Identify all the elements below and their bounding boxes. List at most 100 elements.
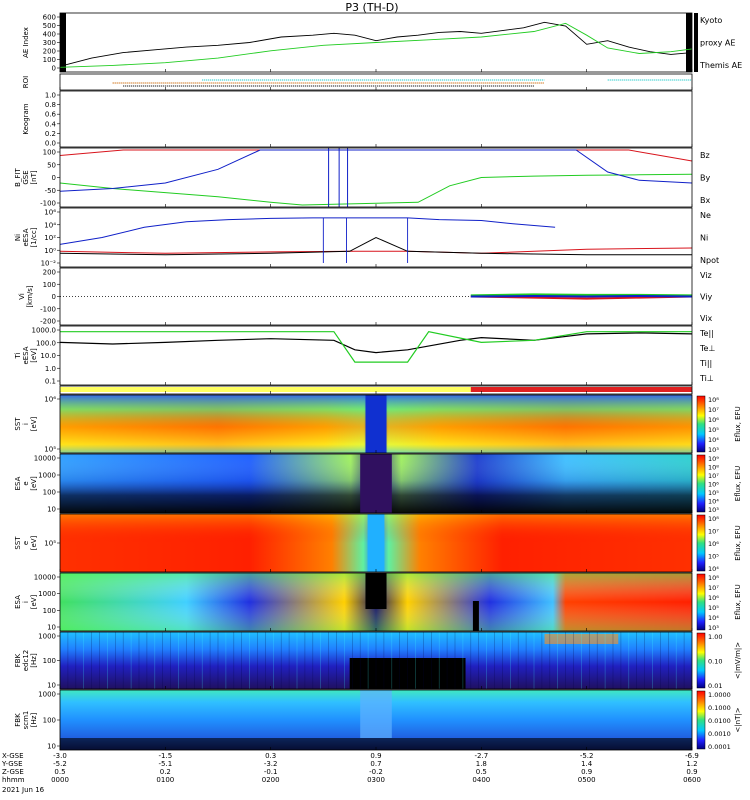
colorbar-label: Eflux, EFU xyxy=(734,406,742,441)
spectrogram-dropout xyxy=(365,573,387,609)
legend-themisae: Themis AE xyxy=(699,61,742,70)
ytick-label: 10⁵ xyxy=(44,540,56,548)
colorbar-tick: 0.10 xyxy=(708,658,722,666)
colorbar-tick: 10⁷ xyxy=(708,472,719,480)
ylabel-fbk_scm: scm1 xyxy=(22,711,30,730)
panel-bar xyxy=(59,385,693,395)
axis-tick-hhmm: 0600 xyxy=(683,776,701,784)
axis-tick-x: -2.7 xyxy=(474,752,488,760)
axis-tick-y: -5.2 xyxy=(53,760,67,768)
ylabel-ni: Ni xyxy=(14,234,22,241)
series-kyoto-proxy-ae xyxy=(59,22,693,68)
axis-tick-y: 0.7 xyxy=(370,760,381,768)
axis-tick-y: -5.1 xyxy=(158,760,172,768)
ylabel-esa_e: ESA xyxy=(14,476,22,490)
ytick-label: 200 xyxy=(43,48,56,56)
series-ne xyxy=(59,247,693,254)
axis-tick-x: 0.9 xyxy=(370,752,381,760)
ytick-label: 10⁶ xyxy=(44,209,56,217)
ylabel-sst_i: i xyxy=(22,423,30,425)
colorbar-tick: 10⁸ xyxy=(708,396,719,404)
spectrogram-quiet xyxy=(349,658,466,689)
ylabel-roi: ROI xyxy=(22,76,30,88)
colorbar-tick: 10⁵ xyxy=(708,426,719,434)
data-gap-right xyxy=(686,13,692,72)
axis-tick-z: 0.9 xyxy=(581,768,592,776)
spectrogram-enhancement xyxy=(360,690,392,738)
ylabel-fbk_e12: edc12 xyxy=(22,650,30,672)
ylabel-ti: Ti xyxy=(14,352,22,359)
panel-fbk_e12: FBK edc12 [Hz] 1000 100 10 1.00 0.10 0.01 <|mV/m|… xyxy=(14,631,742,690)
axis-tick-x: 0.3 xyxy=(265,752,276,760)
series-bx xyxy=(59,149,693,192)
axis-tick-z: -0.1 xyxy=(264,768,278,776)
colorbar-label: <|mV/m|> xyxy=(734,642,742,679)
colorbar-tick: 10⁶ xyxy=(708,416,719,424)
legend-viy: Viy xyxy=(700,293,713,302)
panel-keogram: Keogram 1.00.8 0.60.4 0.2 0.0 xyxy=(22,90,693,148)
axis-tick-z: 0.9 xyxy=(686,768,697,776)
axis-tick-x: -3.0 xyxy=(53,752,67,760)
ytick-label: 0.4 xyxy=(45,120,57,128)
ytick-label: 400 xyxy=(43,31,56,39)
ylabel-ti: [eV] xyxy=(30,348,38,363)
panel-vi: Vi [km/s] 200 100 0 -100 -200 Viz Viy Vix xyxy=(18,267,713,326)
legend-npot: Npot xyxy=(700,256,719,265)
ytick-label: -50 xyxy=(45,187,56,195)
panel-fbk_scm: FBK scm1 [Hz] 1000 100 10 1.0000 0.1000 0.0100 0.… xyxy=(14,689,742,751)
colorbar-sst_e xyxy=(696,514,706,572)
ylabel-ae: AE Index xyxy=(22,27,30,58)
edge-bar xyxy=(694,13,698,72)
panel-esa_i: ESA i [eV] 10000 1000 100 10 10⁸ 10⁷ 10⁶ 10⁵ 10⁴ 10³… xyxy=(14,572,742,632)
axis-tick-hhmm: 0200 xyxy=(262,776,280,784)
colorbar-tick: 10⁷ xyxy=(708,584,719,592)
colorbar-tick: 10⁸ xyxy=(708,574,719,582)
axis-tick-hhmm: 0500 xyxy=(578,776,596,784)
ylabel-keogram: Keogram xyxy=(22,103,30,134)
ytick-label: 0.1 xyxy=(45,378,56,386)
ylabel-ti: eESA xyxy=(22,346,30,364)
colorbar-fbk_scm xyxy=(696,690,706,750)
ytick-label: 100 xyxy=(43,56,56,64)
colorbar-tick: 0.01 xyxy=(708,682,722,690)
axis-tick-hhmm: 0000 xyxy=(51,776,69,784)
legend-viz: Viz xyxy=(700,271,712,280)
colorbar-tick: 10⁵ xyxy=(708,553,719,561)
ytick-label: 10 xyxy=(47,624,56,632)
series-npot xyxy=(59,217,556,245)
colorbar-label: Eflux, EFU xyxy=(734,466,742,501)
ytick-label: 500 xyxy=(43,22,56,30)
ylabel-sst_i: SST xyxy=(14,417,22,431)
colorbar-label: Eflux, EFU xyxy=(734,584,742,619)
ytick-label: 10.0 xyxy=(40,352,56,360)
axis-tick-x: -6.9 xyxy=(685,752,699,760)
axis-tick-y: -3.2 xyxy=(264,760,278,768)
colorbar-label: Eflux, EFU xyxy=(734,525,742,560)
panel-frame-keogram xyxy=(60,91,692,147)
ylabel-esa_e: [eV] xyxy=(30,476,38,491)
ytick-label: 1.0 xyxy=(45,365,56,373)
ylabel-ni: eESA xyxy=(22,228,30,246)
axis-tick-y: 1.2 xyxy=(686,760,697,768)
spectrogram-dropout xyxy=(360,454,392,513)
ytick-label: 10⁴ xyxy=(44,221,56,229)
legend-proxyae: proxy AE xyxy=(700,39,735,48)
colorbar-tick: 10⁴ xyxy=(708,614,719,622)
axis-tick-y: 1.8 xyxy=(476,760,487,768)
ytick-label: 10⁶ xyxy=(44,396,56,404)
axis-row-label: hhmm xyxy=(2,776,25,784)
axis-tick-y: 1.4 xyxy=(581,760,593,768)
series-ni xyxy=(59,236,692,256)
spectrogram-dropout xyxy=(365,395,387,453)
legend-ti: Ti|| xyxy=(699,359,712,368)
panel-bfit: B_FIT GSE [nT] 100 50 0 -50 -100 Bz By Bx xyxy=(14,147,710,208)
spectrogram-dropout xyxy=(367,514,385,572)
ylabel-sst_e: SST xyxy=(14,536,22,550)
ytick-label: 0.2 xyxy=(45,130,56,138)
ytick-label: 1000.0 xyxy=(32,327,57,335)
colorbar-tick: 10⁶ xyxy=(708,481,719,489)
colorbar-tick: 10³ xyxy=(708,506,719,514)
ytick-label: 10000 xyxy=(34,455,56,463)
colorbar-tick: 10⁶ xyxy=(708,540,719,548)
